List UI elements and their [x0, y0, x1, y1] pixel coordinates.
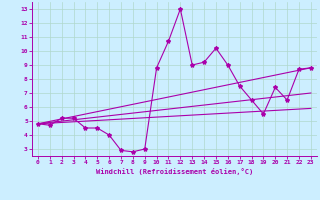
X-axis label: Windchill (Refroidissement éolien,°C): Windchill (Refroidissement éolien,°C) [96, 168, 253, 175]
